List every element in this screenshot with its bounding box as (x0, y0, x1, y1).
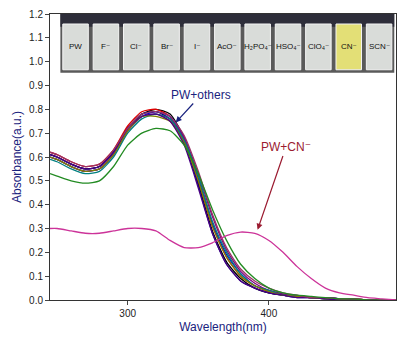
svg-text:0.7: 0.7 (29, 128, 43, 139)
svg-text:0.3: 0.3 (29, 223, 43, 234)
svg-text:0.0: 0.0 (29, 295, 43, 306)
svg-text:0.6: 0.6 (29, 152, 43, 163)
svg-text:SCN⁻: SCN⁻ (369, 42, 390, 51)
svg-text:PW: PW (69, 42, 82, 51)
svg-text:CN⁻: CN⁻ (341, 42, 357, 51)
svg-text:I⁻: I⁻ (194, 42, 200, 51)
svg-text:AcO⁻: AcO⁻ (217, 42, 237, 51)
svg-text:0.1: 0.1 (29, 271, 43, 282)
svg-text:PW+others: PW+others (171, 88, 231, 102)
svg-text:F⁻: F⁻ (101, 42, 110, 51)
svg-text:0.2: 0.2 (29, 247, 43, 258)
svg-text:0.9: 0.9 (29, 80, 43, 91)
svg-text:1.1: 1.1 (29, 32, 43, 43)
svg-text:PW+CN⁻: PW+CN⁻ (261, 140, 311, 154)
svg-text:HSO₄⁻: HSO₄⁻ (276, 42, 301, 51)
svg-text:400: 400 (261, 308, 278, 319)
svg-text:300: 300 (119, 308, 136, 319)
svg-text:0.8: 0.8 (29, 104, 43, 115)
svg-text:1.0: 1.0 (29, 56, 43, 67)
svg-text:Wavelength(nm): Wavelength(nm) (179, 320, 267, 334)
svg-text:1.2: 1.2 (29, 9, 43, 20)
svg-text:H₂PO₄⁻: H₂PO₄⁻ (244, 42, 272, 51)
svg-text:ClO₄⁻: ClO₄⁻ (308, 42, 329, 51)
svg-text:Absorbance(a.u.): Absorbance(a.u.) (10, 111, 24, 203)
svg-text:Cl⁻: Cl⁻ (130, 42, 142, 51)
svg-text:0.4: 0.4 (29, 199, 43, 210)
svg-text:0.5: 0.5 (29, 175, 43, 186)
svg-text:Br⁻: Br⁻ (161, 42, 173, 51)
